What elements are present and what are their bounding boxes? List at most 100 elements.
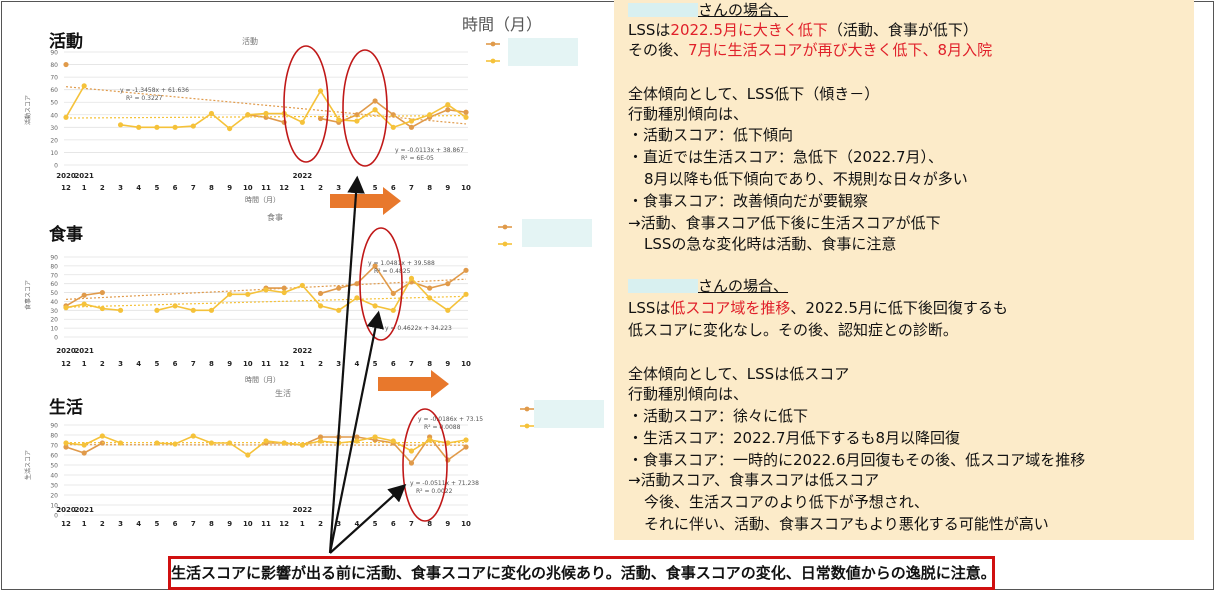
meal-data-point-1	[354, 295, 360, 301]
activity-x-month-label: 10	[243, 184, 253, 192]
meal-data-point-1	[154, 307, 160, 313]
meal-data-point-0	[354, 281, 360, 287]
activity-y-tick-label: 80	[50, 62, 58, 69]
life-data-point-1	[154, 440, 160, 446]
activity-y-tick-label: 50	[50, 100, 58, 107]
meal-data-point-1	[372, 303, 378, 309]
p2-line-5: ・活動スコア：徐々に低下	[628, 407, 809, 425]
meal-legend-marker-1	[502, 241, 508, 247]
life-data-point-1	[372, 434, 378, 440]
life-data-point-1	[408, 448, 415, 454]
meal-data-point-1	[317, 303, 324, 309]
meal-trend-r2-1: R² = 0.4825	[374, 268, 411, 275]
meal-y-tick-label: 60	[50, 281, 58, 288]
life-x-month-label: 3	[336, 520, 341, 528]
activity-x-axis-title: 時間（月）	[245, 196, 280, 204]
meal-x-month-label: 9	[227, 360, 232, 368]
activity-x-year-label: 2022	[293, 172, 313, 180]
meal-data-point-1	[81, 301, 87, 307]
p1-line-8: ・食事スコア：改善傾向だが要観察	[628, 192, 869, 210]
activity-legend-marker-0	[490, 41, 496, 47]
meal-data-point-1	[99, 305, 105, 312]
meal-y-tick-label: 40	[50, 299, 58, 306]
p2-line-2: 低スコアに変化なし。その後、認知症との診断。	[628, 321, 958, 339]
life-y-tick-label: 10	[50, 503, 58, 510]
meal-legend-marker-0	[502, 224, 508, 230]
meal-x-month-label: 2	[318, 360, 323, 368]
meal-x-year-label: 2022	[293, 347, 313, 355]
meal-data-point-0	[99, 289, 105, 296]
meal-x-month-label: 6	[391, 360, 396, 368]
life-data-point-0	[445, 457, 451, 463]
meal-data-point-1	[390, 307, 396, 313]
activity-legend-marker-1	[490, 58, 496, 64]
life-data-point-0	[463, 444, 469, 450]
time-axis-header: 時間（月）	[462, 15, 543, 34]
life-data-point-1	[227, 440, 233, 446]
life-data-point-1	[299, 442, 305, 448]
activity-y-tick-label: 0	[54, 163, 58, 170]
p1-line-5: ・活動スコア：低下傾向	[628, 126, 794, 144]
p2-line-7: ・食事スコア：一時的に2022.6月回復もその後、低スコア域を推移	[628, 451, 1086, 469]
activity-x-month-label: 8	[427, 184, 432, 192]
life-data-point-0	[408, 460, 415, 466]
activity-data-point-0	[372, 98, 378, 104]
activity-data-point-1	[136, 124, 142, 130]
activity-data-point-1	[427, 112, 433, 118]
meal-data-point-1	[208, 307, 215, 313]
life-y-axis-label: 生活スコア	[24, 450, 32, 480]
meal-x-month-label: 1	[82, 360, 87, 368]
meal-data-point-1	[263, 287, 269, 293]
meal-x-month-label: 10	[461, 360, 471, 368]
life-x-month-label: 7	[191, 520, 196, 528]
meal-data-point-1	[445, 307, 451, 313]
life-data-point-1	[99, 433, 105, 439]
meal-x-month-label: 8	[427, 360, 432, 368]
meal-data-point-0	[427, 285, 433, 291]
meal-data-point-1	[63, 305, 69, 311]
p1-line-1: LSSは2022.5月に大きく低下（活動、食事が低下）	[628, 21, 978, 39]
p2-line-9: 今後、生活スコアのより低下が予想され、	[644, 493, 929, 511]
p1-line-2: その後、7月に生活スコアが再び大きく低下、8月入院	[628, 41, 993, 59]
activity-x-month-label: 9	[227, 184, 232, 192]
p1-line-10: LSSの急な変化時は活動、食事に注意	[644, 235, 897, 253]
activity-y-axis-label: 活動スコア	[24, 95, 32, 125]
p2-line-3: 全体傾向として、LSSは低スコア	[628, 365, 850, 383]
activity-data-point-1	[190, 123, 196, 129]
life-data-point-1	[245, 452, 251, 458]
meal-chart-panel: 食事 食事 時間（月） 0 10 20 30 40 50 60 70 80 90 食事スコア 2020…	[0, 205, 600, 390]
activity-trend-equation-2: y = -0.0113x + 38.867	[395, 147, 464, 154]
activity-y-tick-label: 10	[50, 150, 58, 157]
life-x-month-label: 8	[209, 520, 214, 528]
p2-line-6: ・生活スコア：2022.7月低下するも8月以降回復	[628, 429, 961, 447]
activity-data-point-1	[208, 110, 215, 117]
life-y-tick-label: 90	[50, 423, 58, 430]
meal-x-month-label: 5	[373, 360, 378, 368]
life-x-month-label: 4	[354, 520, 359, 528]
meal-data-point-0	[463, 267, 469, 273]
activity-x-month-label: 12	[279, 184, 289, 192]
life-x-month-label: 5	[373, 520, 378, 528]
life-data-point-1	[81, 442, 87, 448]
life-x-month-label: 6	[391, 520, 396, 528]
life-x-month-label: 12	[61, 520, 71, 528]
meal-x-year-label: 2021	[74, 347, 94, 355]
activity-data-point-1	[63, 114, 69, 120]
meal-data-point-1	[463, 291, 469, 297]
activity-chart-panel: 活動 活動 時間（月） 0 10 20 30 40 50 60 70 80 90 活動スコア 2020…	[0, 0, 600, 205]
activity-x-month-label: 2	[318, 184, 323, 192]
activity-data-point-1	[372, 107, 378, 113]
activity-y-tick-label: 30	[50, 125, 58, 132]
meal-data-point-0	[81, 292, 87, 298]
activity-x-month-label: 6	[391, 184, 396, 192]
life-x-month-label: 8	[427, 520, 432, 528]
meal-data-point-0	[445, 281, 451, 287]
life-chart-panel: 生活 生活 0 10 20 30 40 50 60 70 80 90 生活スコア 2020 2021 20…	[0, 385, 610, 555]
life-x-month-label: 10	[461, 520, 471, 528]
activity-x-month-label: 5	[154, 184, 159, 192]
p1-line-7: 8月以降も低下傾向であり、不規則な日々が多い	[644, 170, 968, 188]
activity-x-month-label: 3	[336, 184, 341, 192]
activity-data-point-1	[281, 110, 287, 117]
